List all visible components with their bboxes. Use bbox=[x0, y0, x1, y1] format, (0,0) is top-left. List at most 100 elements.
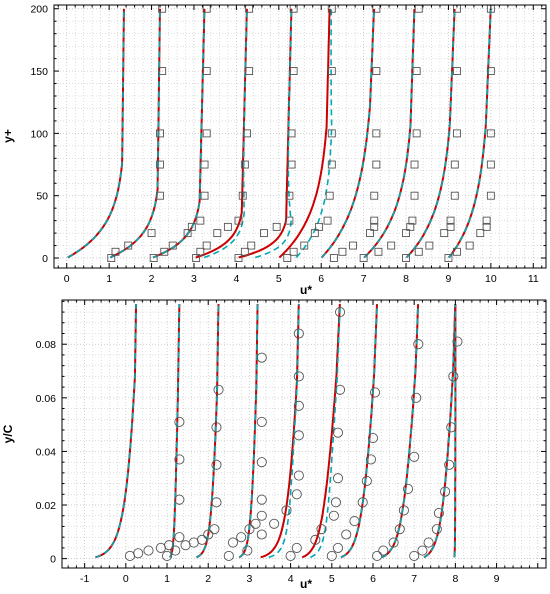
experiment-marker-square bbox=[446, 216, 455, 225]
experiment-marker-square bbox=[370, 191, 379, 200]
top-plot: 0 1 2 3 4 5 6 7 8 9 10 11 0 50 100 150 200 u* y+ bbox=[1, 4, 547, 297]
profile-line-dashed bbox=[203, 8, 248, 259]
profile-line-solid bbox=[278, 8, 331, 259]
experiment-marker-circle bbox=[444, 459, 455, 470]
y-tick-label: 100 bbox=[30, 128, 48, 140]
y-tick-label: 150 bbox=[30, 66, 48, 78]
bottom-plot-series bbox=[95, 303, 457, 559]
top-plot-series bbox=[67, 8, 492, 259]
experiment-marker-square bbox=[168, 241, 177, 250]
experiment-marker-circle bbox=[203, 529, 214, 540]
experiment-marker-circle bbox=[143, 545, 154, 556]
x-tick-label: 0 bbox=[123, 573, 129, 585]
experiment-marker-square bbox=[476, 229, 485, 238]
experiment-marker-square bbox=[444, 254, 453, 262]
x-tick-label: 3 bbox=[191, 273, 197, 285]
x-tick-label: 10 bbox=[485, 273, 497, 285]
experiment-marker-square bbox=[465, 241, 474, 250]
bottom-plot-markers bbox=[124, 307, 463, 561]
experiment-marker-circle bbox=[250, 518, 261, 529]
experiment-marker-circle bbox=[164, 540, 175, 551]
experiment-marker-square bbox=[446, 222, 455, 231]
experiment-marker-circle bbox=[413, 339, 424, 350]
experiment-marker-circle bbox=[349, 516, 360, 527]
profile-line-solid bbox=[381, 303, 420, 559]
experiment-marker-circle bbox=[293, 430, 304, 441]
profile-line-solid bbox=[195, 8, 248, 259]
x-tick-label: 3 bbox=[246, 573, 252, 585]
top-plot-markers bbox=[107, 4, 495, 262]
x-tick-label: 5 bbox=[329, 573, 335, 585]
profile-line-dashed bbox=[238, 303, 259, 559]
experiment-marker-square bbox=[238, 191, 247, 200]
experiment-marker-circle bbox=[365, 454, 376, 465]
experiment-marker-square bbox=[349, 241, 357, 250]
experiment-marker-circle bbox=[256, 529, 267, 540]
experiment-marker-circle bbox=[211, 497, 222, 508]
experiment-marker-circle bbox=[293, 328, 304, 339]
profile-line-solid bbox=[260, 303, 300, 559]
experiment-marker-circle bbox=[291, 489, 302, 500]
experiment-marker-circle bbox=[332, 427, 344, 438]
experiment-marker-circle bbox=[310, 534, 321, 545]
experiment-marker-circle bbox=[256, 352, 267, 363]
experiment-marker-square bbox=[315, 222, 324, 231]
profile-line-dashed bbox=[423, 303, 457, 559]
experiment-marker-circle bbox=[452, 336, 463, 347]
experiment-marker-circle bbox=[227, 537, 238, 548]
experiment-marker-square bbox=[107, 254, 116, 262]
experiment-marker-square bbox=[200, 160, 209, 169]
experiment-marker-square bbox=[408, 216, 417, 225]
experiment-marker-square bbox=[243, 129, 251, 138]
x-tick-label: 0 bbox=[64, 273, 70, 285]
experiment-marker-circle bbox=[423, 537, 434, 548]
experiment-marker-square bbox=[387, 241, 396, 250]
experiment-marker-square bbox=[412, 129, 421, 138]
x-tick-label: 7 bbox=[411, 573, 417, 585]
experiment-marker-square bbox=[372, 67, 381, 76]
profile-line-dashed bbox=[67, 8, 125, 259]
experiment-marker-square bbox=[202, 241, 211, 250]
experiment-marker-circle bbox=[334, 307, 346, 318]
experiment-marker-square bbox=[158, 67, 167, 76]
profile-line-dashed bbox=[405, 8, 456, 258]
experiment-marker-square bbox=[200, 191, 209, 200]
experiment-marker-square bbox=[289, 67, 298, 76]
experiment-marker-circle bbox=[332, 473, 344, 484]
x-tick-label: 8 bbox=[452, 573, 458, 585]
experiment-marker-circle bbox=[174, 454, 185, 465]
x-tick-label: 9 bbox=[494, 573, 500, 585]
y-tick-label: 0.04 bbox=[36, 446, 57, 458]
profile-line-dashed bbox=[309, 303, 341, 559]
profile-line-dashed bbox=[453, 304, 457, 558]
experiment-marker-square bbox=[187, 222, 196, 231]
experiment-marker-square bbox=[327, 160, 336, 169]
x-tick-label: 2 bbox=[205, 573, 211, 585]
experiment-marker-square bbox=[370, 222, 379, 231]
experiment-marker-circle bbox=[440, 486, 451, 497]
experiment-marker-square bbox=[156, 160, 164, 169]
experiment-marker-square bbox=[202, 67, 211, 76]
y-tick-label: 0.08 bbox=[36, 339, 57, 351]
experiment-marker-circle bbox=[269, 518, 280, 529]
experiment-marker-circle bbox=[370, 387, 381, 398]
experiment-marker-square bbox=[160, 247, 169, 256]
experiment-marker-circle bbox=[446, 422, 457, 433]
experiment-marker-circle bbox=[293, 400, 304, 411]
x-tick-label: 5 bbox=[276, 273, 282, 285]
profile-line-solid bbox=[423, 303, 457, 559]
experiment-marker-square bbox=[289, 247, 298, 256]
profile-line-dashed bbox=[321, 8, 375, 259]
experiment-marker-square bbox=[414, 247, 423, 256]
experiment-marker-square bbox=[414, 4, 423, 13]
experiment-marker-circle bbox=[293, 470, 304, 481]
experiment-marker-square bbox=[410, 191, 419, 200]
experiment-marker-square bbox=[247, 241, 256, 250]
experiment-marker-square bbox=[372, 160, 381, 169]
experiment-marker-circle bbox=[285, 550, 296, 561]
experiment-marker-square bbox=[213, 229, 222, 238]
experiment-marker-square bbox=[149, 254, 158, 262]
bottom-plot-x-axis-title: u* bbox=[300, 577, 312, 591]
experiment-marker-square bbox=[338, 247, 347, 256]
experiment-marker-circle bbox=[357, 497, 368, 508]
